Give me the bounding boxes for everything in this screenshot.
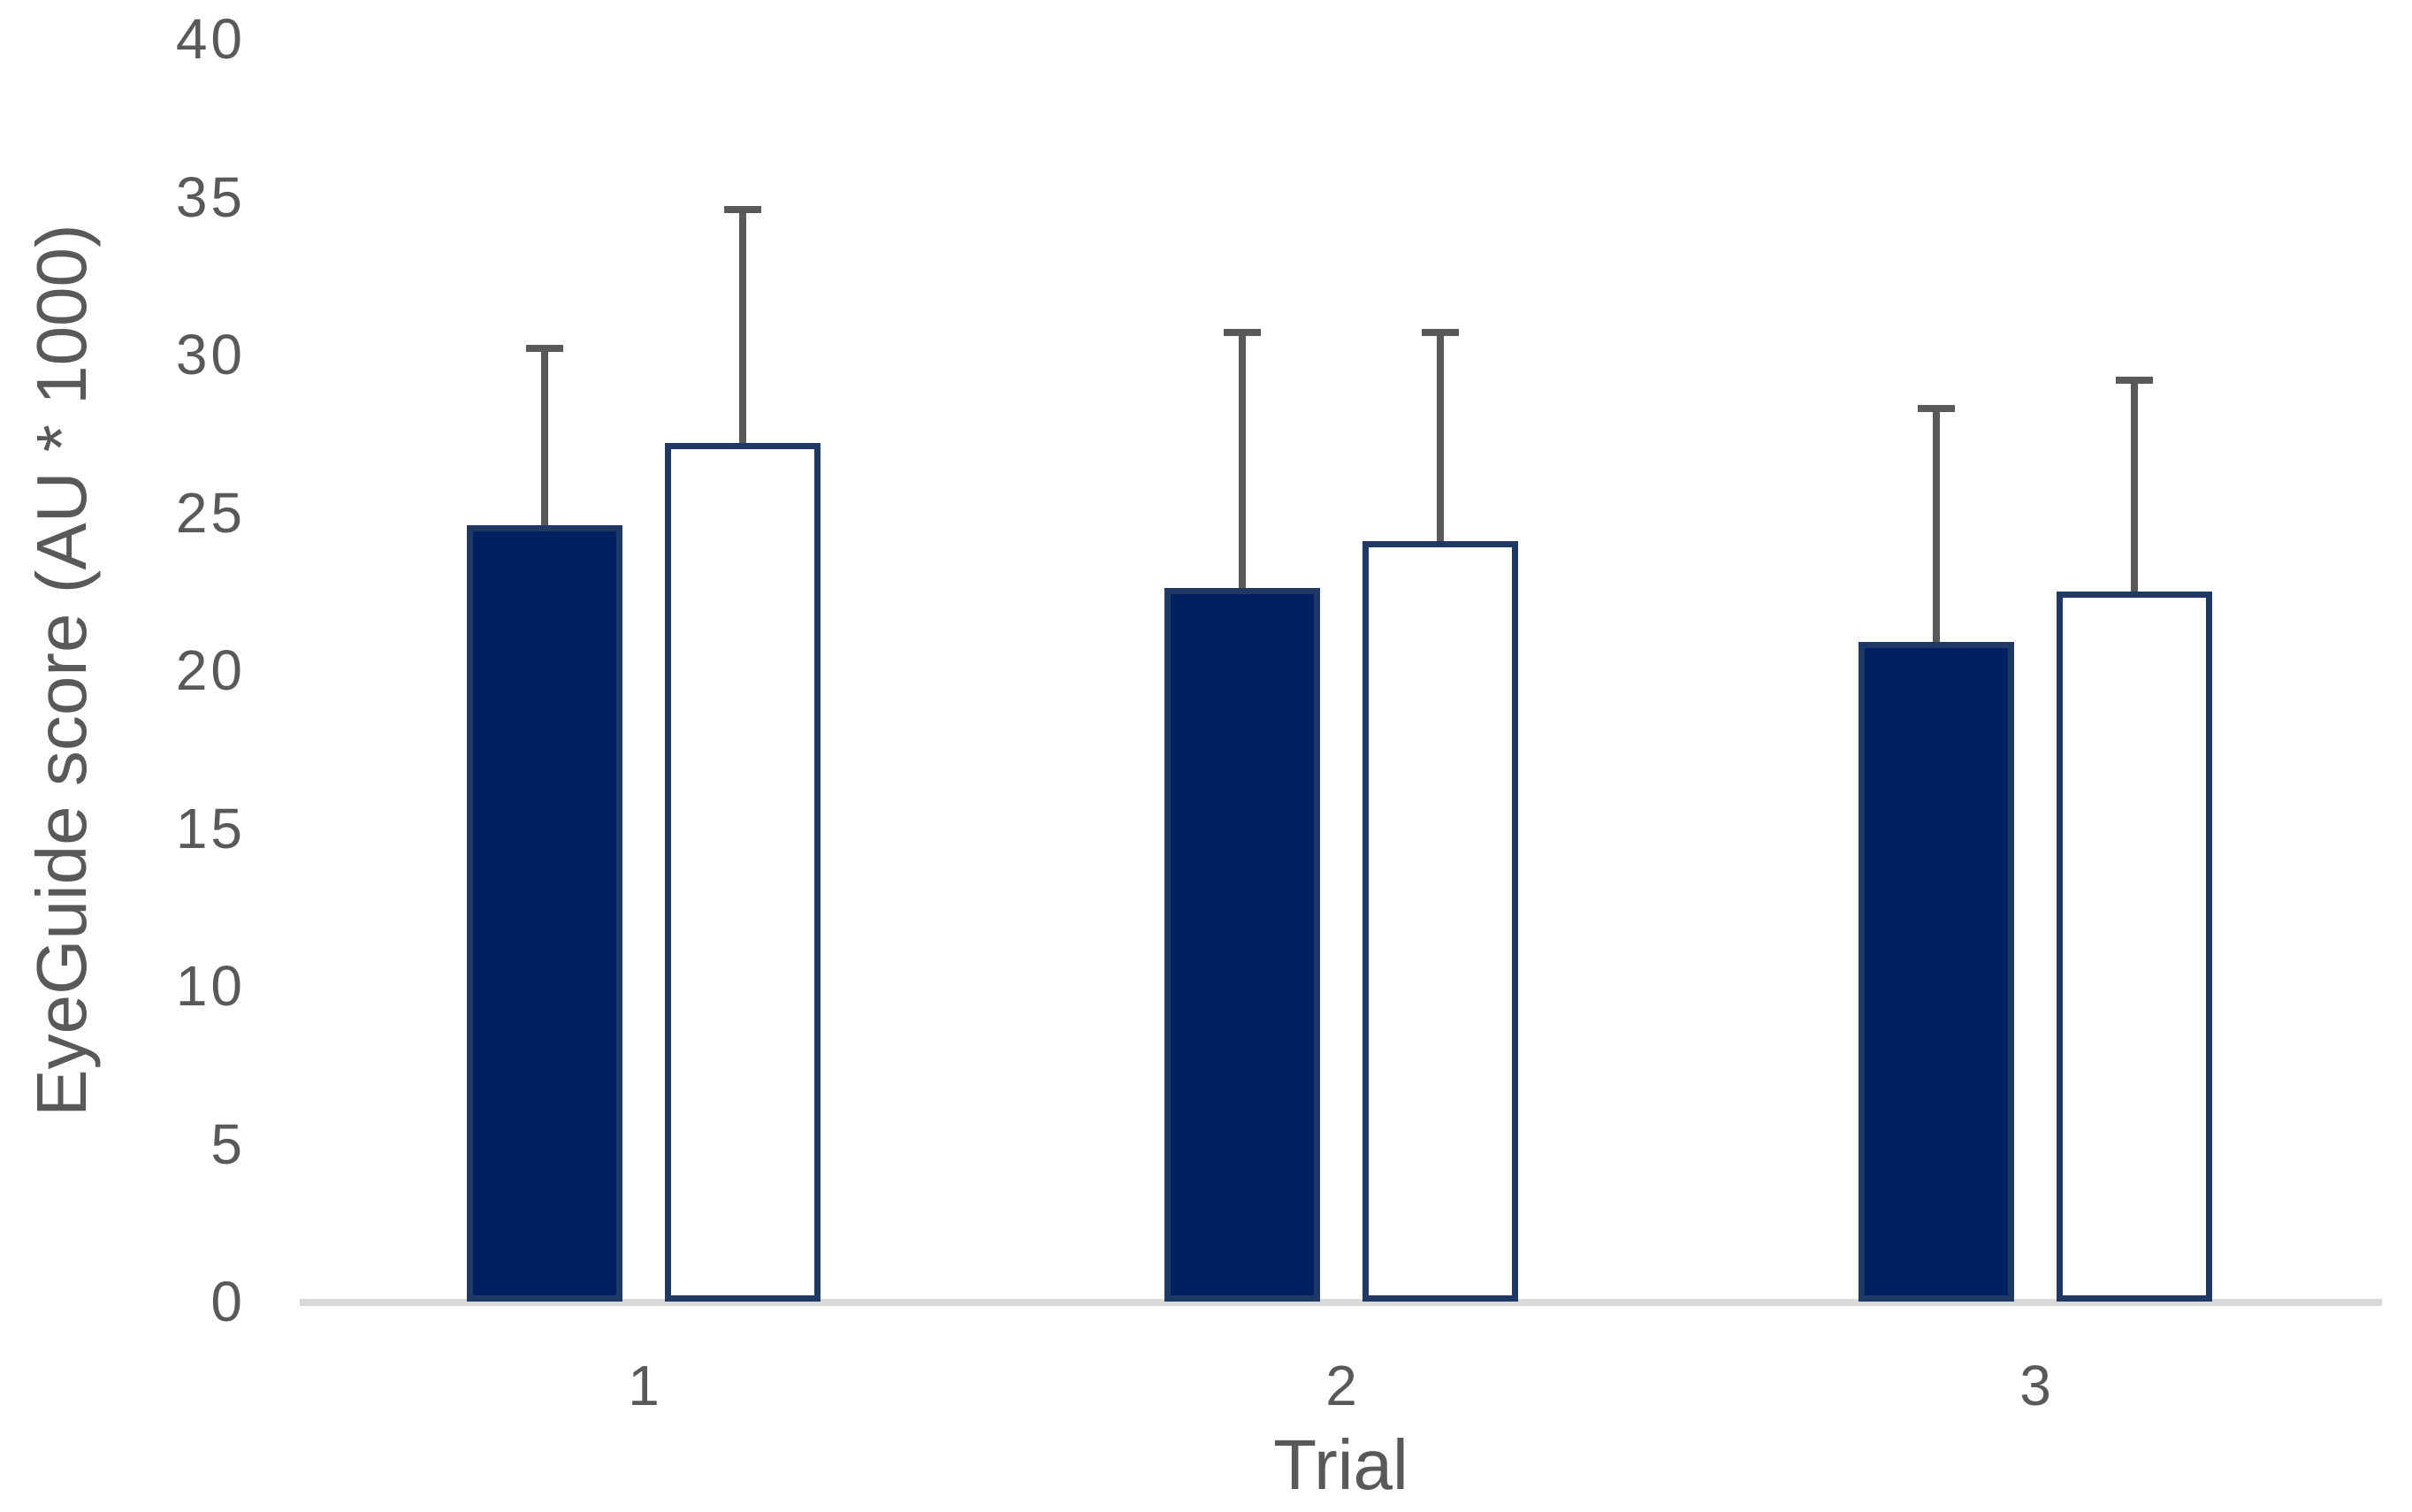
error-bar-line bbox=[541, 347, 548, 525]
error-bar-cap bbox=[2116, 376, 2153, 384]
bar-series1 bbox=[1859, 641, 2014, 1302]
y-tick-label: 15 bbox=[175, 796, 246, 860]
y-tick-label: 10 bbox=[175, 954, 246, 1018]
error-bar-cap bbox=[724, 205, 761, 213]
bar-series2 bbox=[665, 442, 821, 1302]
y-tick-label: 40 bbox=[175, 7, 246, 71]
error-bar-line bbox=[2131, 379, 2138, 592]
y-tick-label: 25 bbox=[175, 480, 246, 545]
bar-series1 bbox=[1164, 588, 1320, 1302]
error-bar-line bbox=[1933, 408, 1940, 642]
bar-series2 bbox=[1362, 540, 1518, 1302]
error-bar-cap bbox=[1224, 329, 1261, 336]
error-bar-cap bbox=[1422, 329, 1459, 336]
x-axis-title: Trial bbox=[1273, 1425, 1408, 1504]
y-tick-label: 0 bbox=[210, 1270, 246, 1333]
error-bar-line bbox=[1437, 332, 1444, 541]
y-tick-label: 35 bbox=[175, 164, 246, 229]
bar-series2 bbox=[2057, 591, 2212, 1302]
x-tick-label: 2 bbox=[1325, 1354, 1357, 1417]
y-tick-label: 5 bbox=[210, 1111, 246, 1176]
bar-series1 bbox=[467, 524, 622, 1302]
error-bar-line bbox=[739, 209, 746, 443]
y-tick-label: 30 bbox=[175, 323, 246, 386]
x-tick-label: 3 bbox=[2019, 1354, 2051, 1417]
x-tick-label: 1 bbox=[628, 1354, 660, 1417]
error-bar-cap bbox=[1918, 404, 1955, 412]
x-axis-line bbox=[300, 1299, 2382, 1306]
error-bar-line bbox=[1239, 332, 1246, 589]
error-bar-cap bbox=[526, 344, 563, 352]
y-tick-label: 20 bbox=[175, 638, 246, 702]
